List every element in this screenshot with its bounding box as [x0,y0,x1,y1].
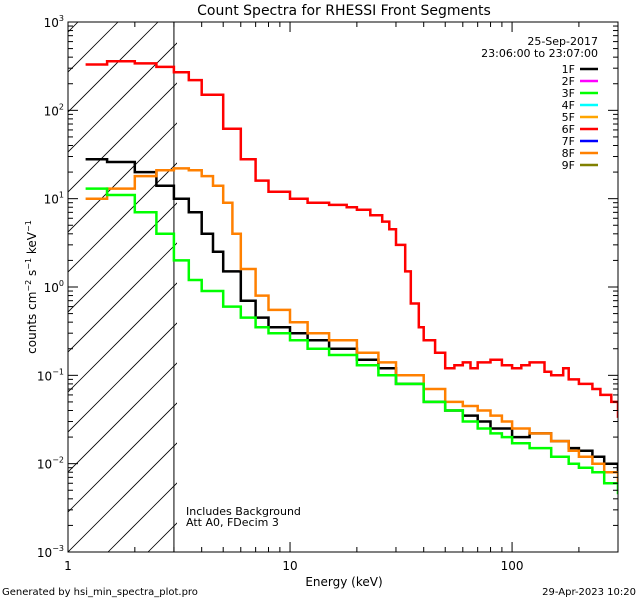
legend-label-2F: 2F [562,75,575,88]
hatch-line [68,42,177,153]
date-label: 25-Sep-2017 [527,35,598,48]
series-line-8F [85,167,618,484]
y-tick-label: 102 [44,102,64,118]
hatch-line [68,442,177,552]
y-axis-ticks: 10−3 10−2 10−1 100 101 102 103 [37,14,618,560]
legend-label-6F: 6F [562,123,575,136]
timestamp-footer: 29-Apr-2023 10:20 [542,587,636,598]
x-axis-ticks: 1 10 100 [64,22,619,573]
annotation-background: Includes Background [186,505,301,518]
x-tick-label: 10 [282,559,297,573]
y-tick-label: 100 [44,279,64,295]
y-tick-label: 103 [44,14,64,30]
hatch-line [68,402,177,513]
hatch-line [107,482,177,552]
legend-label-3F: 3F [562,87,575,100]
series-group [85,59,618,495]
y-tick-label: 10−3 [37,544,64,560]
legend-label-7F: 7F [562,135,575,148]
x-axis-label: Energy (keV) [305,575,382,589]
x-tick-label: 100 [501,559,524,573]
y-tick-label: 10−2 [37,456,64,472]
time-range-label: 23:06:00 to 23:07:00 [481,47,598,60]
legend-label-5F: 5F [562,111,575,124]
series-line-3F [85,187,618,495]
hatch-line [308,22,640,552]
hatch-line [68,122,177,233]
hatch-line [228,22,640,552]
chart-title: Count Spectra for RHESSI Front Segments [197,3,491,19]
annotation-attenuator: Att A0, FDecim 3 [186,516,279,529]
y-tick-label: 10−1 [37,367,64,383]
legend-label-4F: 4F [562,99,575,112]
plot-frame [67,21,619,553]
x-tick-label: 1 [64,559,72,573]
y-axis-label: counts cm−2 s−1 keV−1 [24,220,39,354]
series-line-6F [85,59,618,418]
hatch-line [68,242,177,353]
hatch-line [68,282,177,393]
legend-label-8F: 8F [562,147,575,160]
hatch-line [68,202,177,313]
y-tick-label: 101 [44,191,64,207]
below-threshold-hatch [68,22,640,552]
hatch-line [268,22,640,552]
hatch-line [68,22,79,33]
generated-by-footer: Generated by hsi_min_spectra_plot.pro [2,587,198,598]
hatch-line [68,82,177,193]
legend-label-1F: 1F [562,63,575,76]
legend-label-9F: 9F [562,159,575,172]
